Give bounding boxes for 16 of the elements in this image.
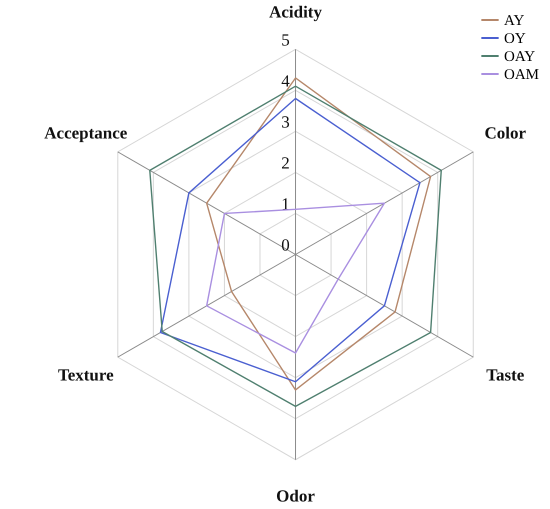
y-tick-label: 1 [281, 194, 290, 214]
y-tick-label: 4 [281, 71, 290, 90]
spoke-label: Odor [276, 486, 316, 506]
legend-label: AY [504, 13, 524, 29]
y-tick-label: 2 [281, 153, 290, 172]
spoke-label: Acceptance [44, 123, 128, 142]
spoke-label: Color [484, 123, 526, 142]
spoke-label: Texture [58, 366, 114, 385]
y-tick-label: 3 [281, 112, 290, 132]
spoke-label: Taste [486, 366, 525, 385]
y-tick-label: 5 [281, 30, 290, 50]
y-tick-label: 0 [281, 236, 290, 254]
legend-label: OAM [504, 67, 540, 83]
legend-label: OAY [504, 49, 536, 65]
spoke-label: Acidity [269, 2, 322, 22]
legend-label: OY [504, 31, 526, 47]
